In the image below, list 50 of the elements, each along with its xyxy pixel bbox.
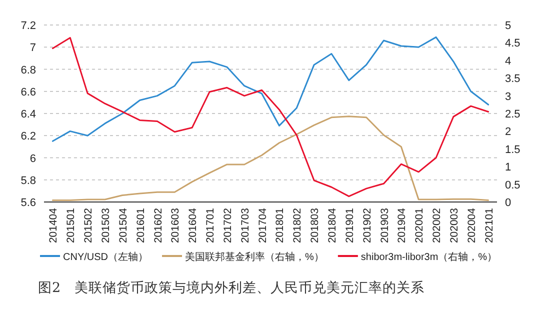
x-tick-label: 202004 <box>466 208 478 244</box>
x-tick-label: 201703 <box>239 208 252 244</box>
x-tick-label: 202003 <box>448 208 460 244</box>
x-tick-label: 201701 <box>204 208 217 244</box>
x-tick-label: 201404 <box>48 208 60 244</box>
x-tick-label: 201503 <box>100 208 112 244</box>
x-tick-label: 201803 <box>309 208 322 244</box>
legend-label: shibor3m-libor3m（右轴，%） <box>360 251 498 263</box>
y-tick-label: 6.6 <box>20 86 36 98</box>
y2-tick-label: 0 <box>505 197 512 209</box>
y2-tick-label: 1.5 <box>505 144 520 156</box>
x-tick-label: 201704 <box>256 208 269 244</box>
y-tick-label: 6 <box>30 152 36 165</box>
y2-tick-label: 0.5 <box>505 179 520 192</box>
y-tick-label: 6.2 <box>20 130 36 143</box>
x-tick-label: 201802 <box>292 208 304 244</box>
y2-tick-label: 5 <box>505 20 512 32</box>
legend-label: CNY/USD（左轴） <box>63 251 148 263</box>
y2-tick-label: 2.5 <box>505 108 520 120</box>
x-tick-label: 201902 <box>361 208 374 244</box>
y-tick-label: 6.4 <box>20 108 36 120</box>
x-tick-label: 201903 <box>378 208 391 244</box>
x-tick-label: 201801 <box>274 208 286 244</box>
y2-tick-label: 3.5 <box>505 73 520 86</box>
legend-label: 美国联邦基金利率（右轴，%） <box>185 251 324 263</box>
y-tick-label: 6.8 <box>20 64 36 76</box>
y-tick-label: 7 <box>30 42 36 54</box>
y2-tick-label: 2 <box>505 126 512 138</box>
x-tick-label: 201804 <box>326 208 338 244</box>
y2-tick-label: 4.5 <box>505 38 520 50</box>
x-tick-label: 201504 <box>117 208 130 244</box>
x-tick-label: 201601 <box>134 208 147 244</box>
y2-tick-label: 3 <box>505 90 512 103</box>
text: 图2 美联储货币政策与境内外利差、人民币兑美元汇率的关系 <box>38 280 425 296</box>
x-tick-label: 202101 <box>483 208 496 244</box>
x-tick-label: 201603 <box>170 208 182 244</box>
y-tick-label: 5.6 <box>20 197 36 209</box>
y-tick-label: 5.8 <box>20 174 36 187</box>
x-tick-label: 201702 <box>222 208 234 244</box>
x-tick-label: 201901 <box>344 208 356 244</box>
y-tick-label: 7.2 <box>20 20 36 32</box>
x-tick-label: 201904 <box>396 208 408 244</box>
x-tick-label: 202002 <box>431 208 444 244</box>
x-tick-label: 201602 <box>152 208 164 244</box>
x-tick-label: 201604 <box>187 208 200 244</box>
y2-tick-label: 1 <box>505 162 512 174</box>
x-tick-label: 201502 <box>82 208 95 244</box>
x-tick-label: 202001 <box>414 208 426 244</box>
y2-tick-label: 4 <box>505 55 512 68</box>
x-tick-label: 201501 <box>65 208 78 244</box>
